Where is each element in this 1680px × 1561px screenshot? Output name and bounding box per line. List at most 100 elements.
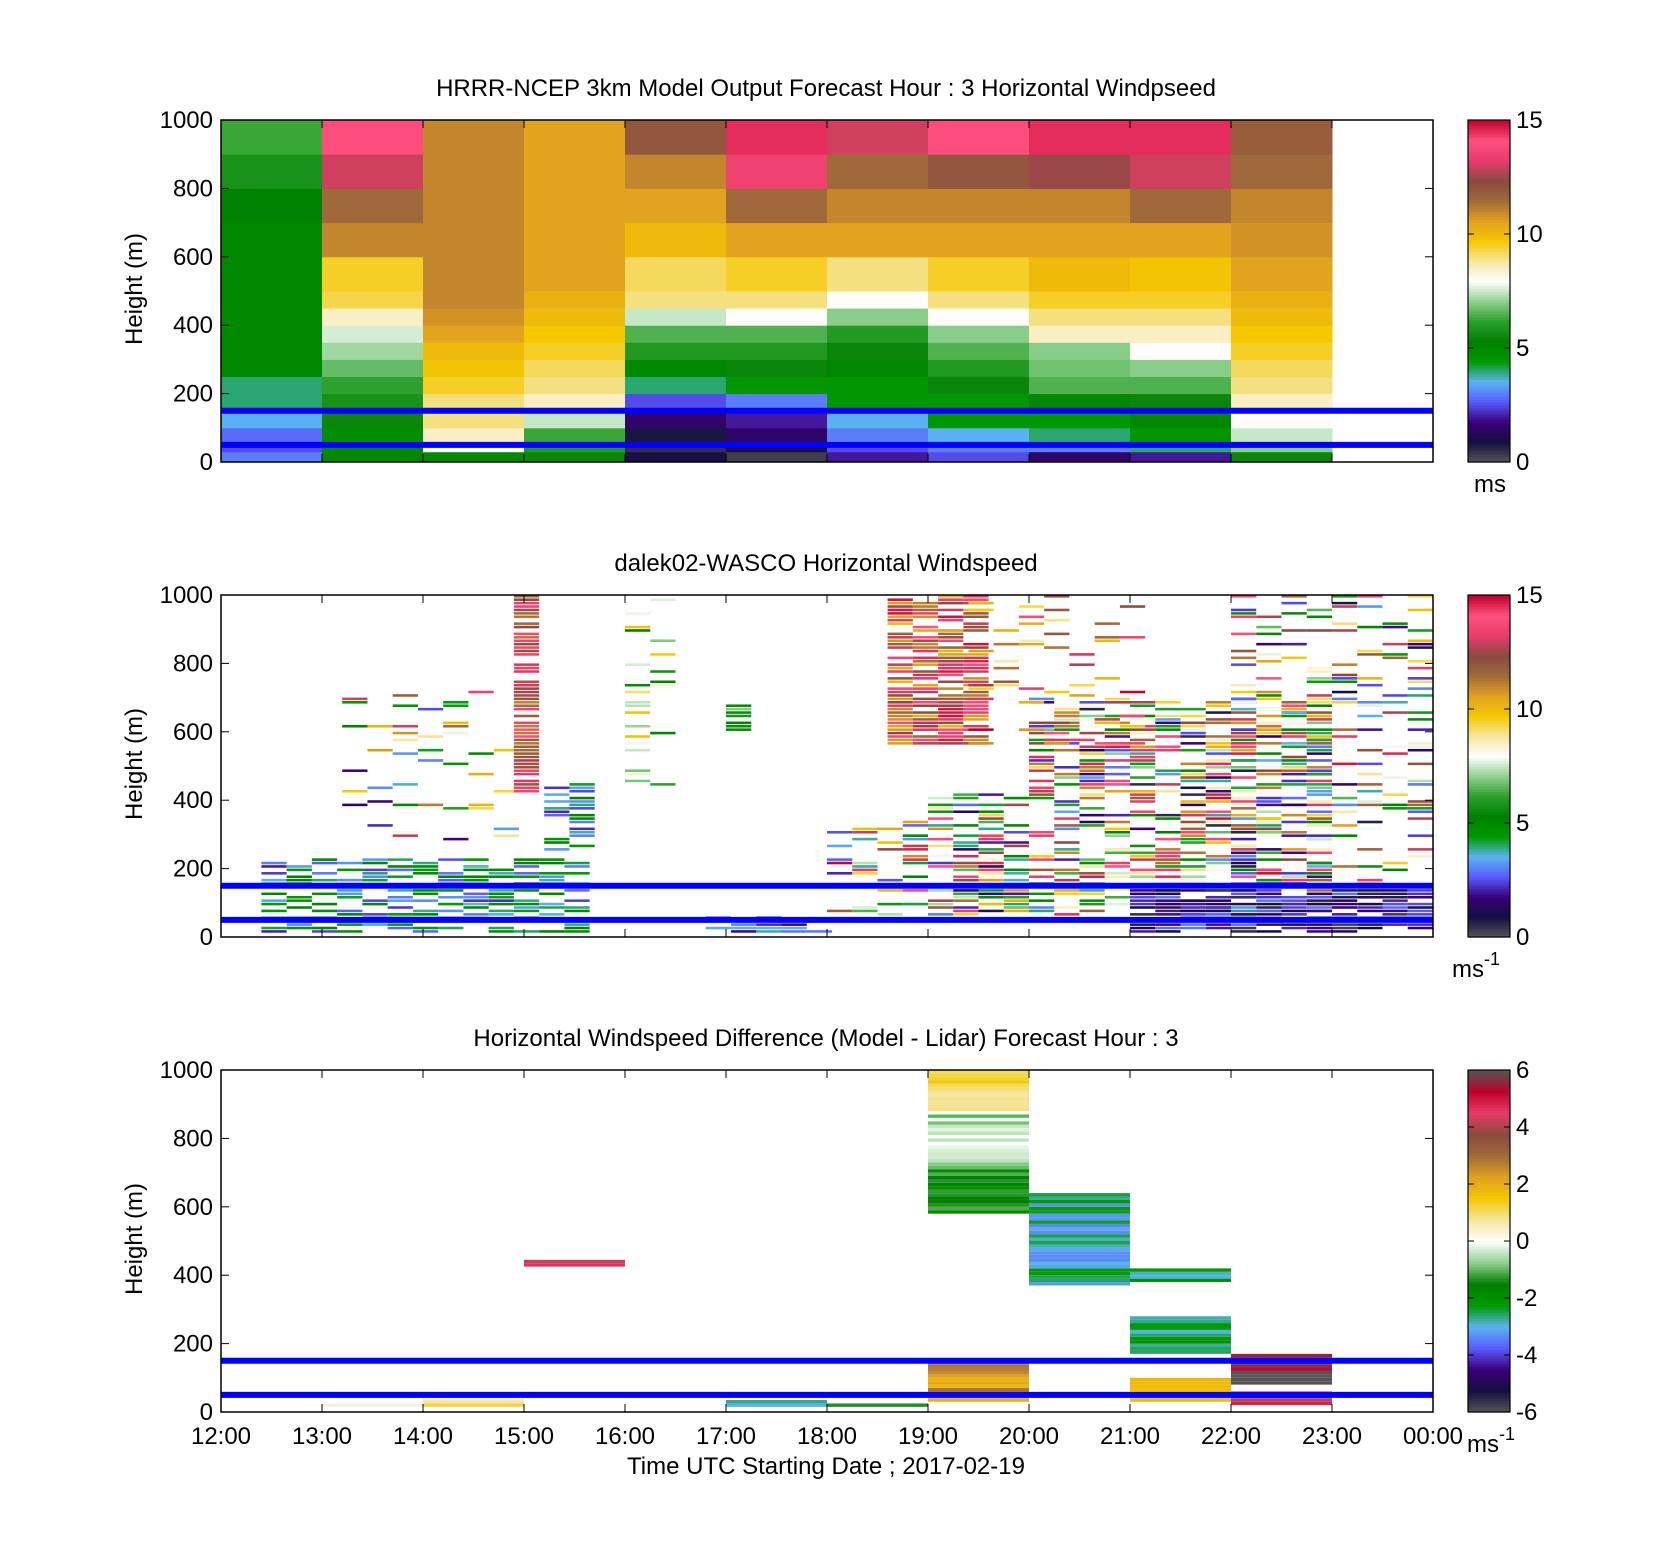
colorbar-segment — [1468, 888, 1510, 892]
lidar-cell — [928, 854, 954, 858]
lidar-cell — [1205, 718, 1231, 721]
lidar-cell — [1130, 923, 1156, 926]
model-cell — [1029, 359, 1131, 377]
lidar-cell — [1205, 813, 1231, 817]
lidar-cell — [1180, 813, 1206, 817]
lidar-cell — [1332, 677, 1358, 680]
lidar-cell — [928, 837, 954, 841]
lidar-cell — [953, 861, 979, 865]
colorbar-segment — [1468, 925, 1510, 930]
model-cell — [1130, 188, 1232, 224]
lidar-cell — [337, 909, 363, 913]
lidar-cell — [342, 789, 368, 793]
lidar-cell — [887, 711, 913, 714]
colorbar-segment — [1468, 868, 1510, 873]
colorbar-segment — [1468, 399, 1510, 403]
colorbar-segment — [1468, 1124, 1510, 1128]
lidar-cell — [963, 670, 989, 673]
model-cell — [1231, 359, 1333, 377]
lidar-cell — [443, 762, 469, 766]
lidar-cell — [1205, 789, 1231, 793]
lidar-cell — [1231, 718, 1257, 721]
colorbar-tick-label: 10 — [1516, 221, 1543, 248]
lidar-cell — [1054, 827, 1080, 831]
lidar-cell — [569, 783, 595, 786]
difference-cell — [1029, 1275, 1130, 1279]
difference-cell — [1130, 1316, 1231, 1320]
lidar-cell — [912, 663, 939, 666]
model-cell — [221, 325, 323, 343]
lidar-cell — [1357, 724, 1383, 728]
lidar-cell — [1094, 677, 1120, 680]
model-cell — [625, 342, 727, 360]
lidar-cell — [539, 892, 565, 896]
colorbar-segment — [1468, 1138, 1510, 1142]
lidar-cell — [938, 639, 964, 643]
lidar-cell — [1180, 820, 1206, 824]
lidar-cell — [1231, 690, 1257, 694]
lidar-cell — [1407, 629, 1433, 632]
lidar-cell — [1044, 618, 1070, 622]
colorbar-segment — [1468, 848, 1510, 853]
panel-lidar-ylabel: Height (m) — [121, 708, 148, 820]
x-axis-label: Time UTC Starting Date ; 2017-02-19 — [627, 1453, 1025, 1480]
lidar-cell — [912, 639, 939, 643]
lidar-cell — [1180, 913, 1206, 916]
lidar-cell — [261, 926, 287, 930]
model-cell — [1029, 291, 1131, 309]
lidar-cell — [1094, 636, 1120, 639]
lidar-cell — [342, 769, 368, 772]
colorbar-segment — [1468, 703, 1510, 707]
model-cell — [221, 451, 323, 463]
model-cell — [1130, 325, 1232, 343]
colorbar-segment — [1468, 606, 1510, 610]
lidar-cell — [1407, 926, 1433, 930]
lidar-cell — [1104, 701, 1130, 704]
lidar-cell — [938, 687, 964, 690]
lidar-cell — [1357, 906, 1383, 909]
lidar-cell — [625, 742, 651, 745]
lidar-cell — [513, 861, 540, 865]
lidar-cell — [438, 902, 464, 906]
lidar-cell — [1332, 837, 1358, 841]
difference-cell — [423, 1398, 524, 1401]
colorbar-segment — [1468, 1400, 1510, 1405]
lidar-cell — [1079, 772, 1105, 776]
lidar-cell — [1281, 899, 1307, 902]
lidar-cell — [1281, 704, 1307, 708]
lidar-cell — [902, 902, 928, 906]
lidar-cell — [1205, 800, 1231, 803]
lidar-cell — [412, 899, 439, 902]
lidar-cell — [1180, 841, 1206, 844]
difference-cell — [1130, 1278, 1231, 1283]
colorbar-segment — [1468, 766, 1510, 770]
colorbar-segment — [1468, 328, 1510, 332]
colorbar-segment — [1468, 265, 1510, 269]
lidar-cell — [539, 858, 565, 861]
model-cell — [221, 120, 323, 155]
colorbar-segment — [1468, 251, 1510, 255]
lidar-cell — [625, 772, 651, 776]
lidar-cell — [1407, 895, 1433, 899]
lidar-cell — [1231, 663, 1257, 666]
lidar-cell — [963, 724, 989, 728]
lidar-cell — [1079, 779, 1105, 783]
lidar-cell — [912, 721, 939, 725]
lidar-cell — [539, 861, 565, 865]
model-cell — [322, 291, 424, 309]
colorbar-segment — [1468, 1152, 1510, 1157]
lidar-cell — [1205, 827, 1231, 831]
colorbar-segment — [1468, 700, 1510, 704]
colorbar-segment — [1468, 723, 1510, 727]
lidar-cell — [1382, 803, 1408, 807]
colorbar-segment — [1468, 1112, 1510, 1117]
lidar-cell — [1256, 772, 1282, 776]
difference-cell — [1029, 1271, 1130, 1276]
lidar-cell — [1205, 742, 1231, 745]
colorbar-segment — [1468, 652, 1510, 656]
colorbar-segment — [1468, 359, 1510, 363]
colorbar-segment — [1468, 413, 1510, 417]
lidar-cell — [412, 889, 439, 892]
lidar-cell — [569, 844, 595, 848]
lidar-cell — [1029, 769, 1055, 772]
